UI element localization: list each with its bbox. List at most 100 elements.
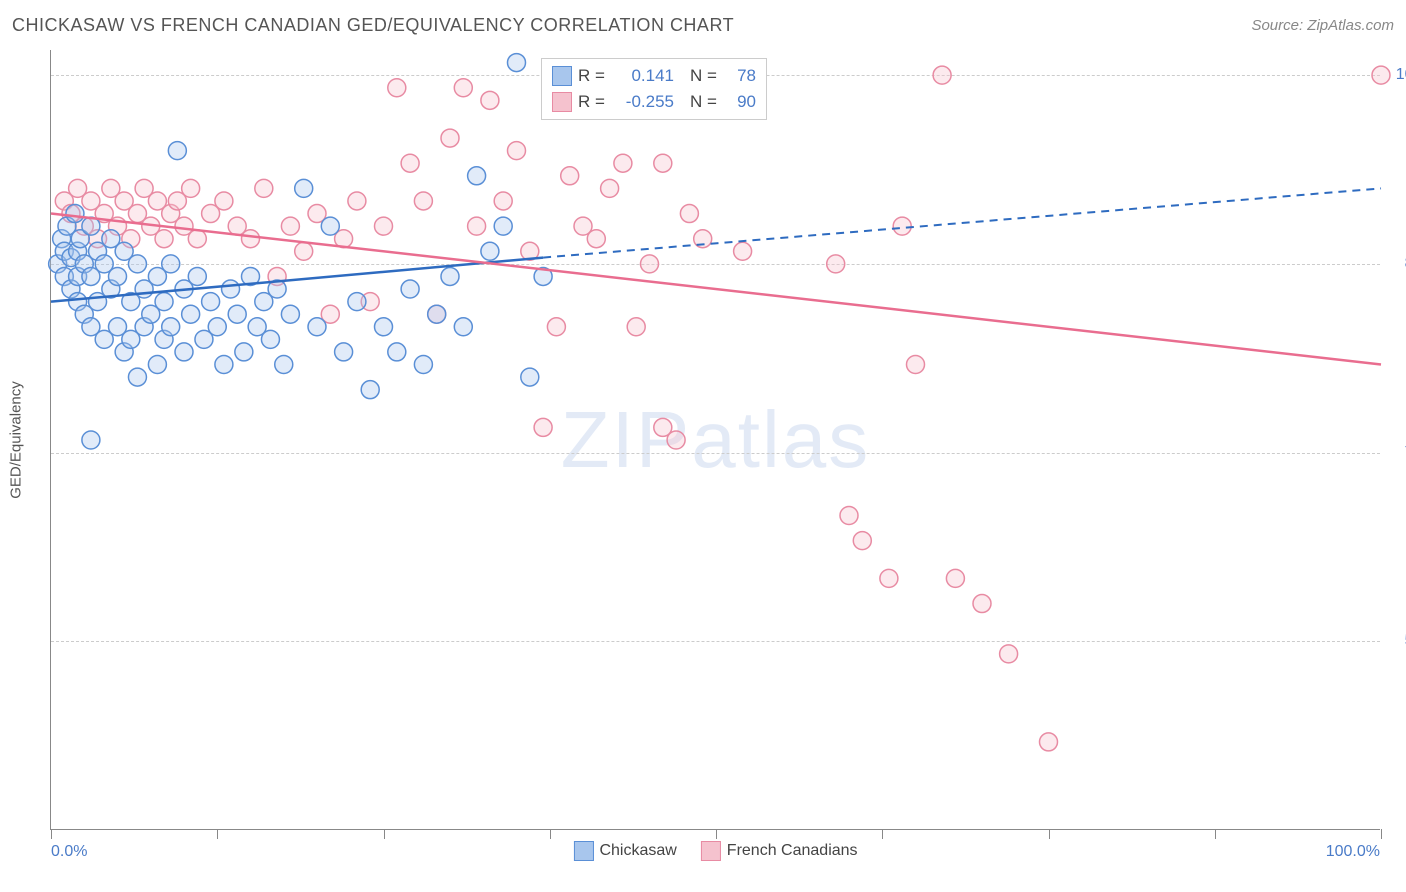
stat-r-value: 0.141 xyxy=(614,66,674,86)
scatter-point xyxy=(667,431,685,449)
scatter-point xyxy=(275,356,293,374)
scatter-point xyxy=(388,79,406,97)
scatter-point xyxy=(654,154,672,172)
scatter-point xyxy=(281,305,299,323)
scatter-point xyxy=(641,255,659,273)
scatter-point xyxy=(454,318,472,336)
scatter-point xyxy=(627,318,645,336)
scatter-point xyxy=(734,242,752,260)
legend-item: French Canadians xyxy=(701,841,858,861)
scatter-point xyxy=(348,192,366,210)
xtick xyxy=(1049,829,1050,839)
scatter-point xyxy=(946,569,964,587)
scatter-point xyxy=(840,506,858,524)
scatter-point xyxy=(215,356,233,374)
stat-legend-row: R =-0.255N =90 xyxy=(552,89,756,115)
scatter-point xyxy=(1372,66,1390,84)
scatter-point xyxy=(188,267,206,285)
legend-swatch xyxy=(552,66,572,86)
legend-label: French Canadians xyxy=(727,842,858,860)
scatter-point xyxy=(148,356,166,374)
xtick xyxy=(716,829,717,839)
xtick xyxy=(51,829,52,839)
scatter-point xyxy=(128,255,146,273)
scatter-point xyxy=(401,154,419,172)
scatter-point xyxy=(348,293,366,311)
scatter-point xyxy=(261,330,279,348)
scatter-point xyxy=(481,91,499,109)
scatter-point xyxy=(1040,733,1058,751)
scatter-point xyxy=(907,356,925,374)
scatter-point xyxy=(222,280,240,298)
scatter-point xyxy=(388,343,406,361)
scatter-point xyxy=(202,293,220,311)
scatter-point xyxy=(587,230,605,248)
scatter-point xyxy=(82,431,100,449)
scatter-point xyxy=(441,267,459,285)
yaxis-title: GED/Equivalency xyxy=(8,381,25,499)
legend-swatch xyxy=(573,841,593,861)
series-legend: Chickasaw French Canadians xyxy=(573,841,857,861)
stat-n-label: N = xyxy=(690,92,720,112)
scatter-point xyxy=(853,532,871,550)
scatter-point xyxy=(494,192,512,210)
legend-label: Chickasaw xyxy=(599,842,676,860)
scatter-point xyxy=(235,343,253,361)
scatter-point xyxy=(521,368,539,386)
scatter-point xyxy=(295,242,313,260)
source-label: Source: ZipAtlas.com xyxy=(1251,17,1394,34)
scatter-point xyxy=(428,305,446,323)
scatter-point xyxy=(375,217,393,235)
scatter-point xyxy=(295,179,313,197)
stat-r-label: R = xyxy=(578,92,608,112)
legend-swatch xyxy=(552,92,572,112)
scatter-point xyxy=(481,242,499,260)
scatter-point xyxy=(66,205,84,223)
scatter-point xyxy=(162,318,180,336)
scatter-point xyxy=(827,255,845,273)
scatter-point xyxy=(973,595,991,613)
scatter-point xyxy=(454,79,472,97)
scatter-point xyxy=(255,179,273,197)
regression-line-dashed xyxy=(543,188,1381,257)
xaxis-max-label: 100.0% xyxy=(1326,843,1380,861)
scatter-point xyxy=(228,305,246,323)
stat-n-value: 78 xyxy=(726,66,756,86)
scatter-point xyxy=(168,142,186,160)
scatter-point xyxy=(182,305,200,323)
scatter-point xyxy=(880,569,898,587)
scatter-point xyxy=(508,54,526,72)
scatter-point xyxy=(188,230,206,248)
scatter-point xyxy=(441,129,459,147)
scatter-point xyxy=(401,280,419,298)
scatter-point xyxy=(308,318,326,336)
scatter-point xyxy=(547,318,565,336)
xaxis-min-label: 0.0% xyxy=(51,843,87,861)
scatter-point xyxy=(182,179,200,197)
scatter-point xyxy=(601,179,619,197)
xtick xyxy=(550,829,551,839)
stat-r-label: R = xyxy=(578,66,608,86)
legend-item: Chickasaw xyxy=(573,841,676,861)
scatter-point xyxy=(494,217,512,235)
scatter-point xyxy=(321,217,339,235)
scatter-point xyxy=(155,230,173,248)
scatter-point xyxy=(614,154,632,172)
ytick-label: 100.0% xyxy=(1396,66,1406,84)
stat-legend: R =0.141N =78R =-0.255N =90 xyxy=(541,58,767,120)
scatter-point xyxy=(1000,645,1018,663)
stat-r-value: -0.255 xyxy=(614,92,674,112)
regression-line xyxy=(51,214,1381,365)
scatter-point xyxy=(893,217,911,235)
scatter-point xyxy=(175,343,193,361)
scatter-svg xyxy=(51,50,1380,829)
scatter-point xyxy=(162,255,180,273)
scatter-point xyxy=(128,368,146,386)
scatter-point xyxy=(468,167,486,185)
scatter-point xyxy=(933,66,951,84)
scatter-point xyxy=(680,205,698,223)
scatter-point xyxy=(361,381,379,399)
scatter-point xyxy=(375,318,393,336)
xtick xyxy=(1381,829,1382,839)
xtick xyxy=(882,829,883,839)
